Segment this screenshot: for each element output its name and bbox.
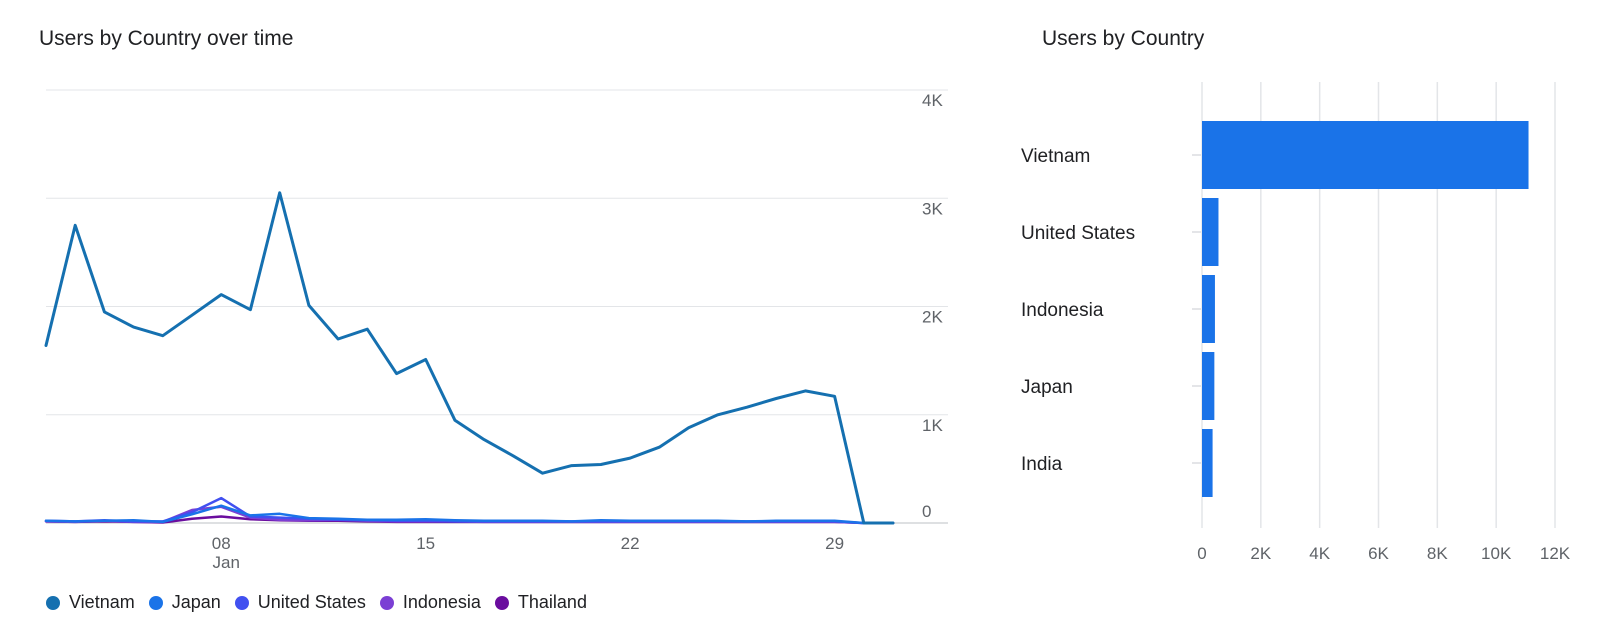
bar-indonesia[interactable] bbox=[1202, 275, 1215, 343]
y-tick-label: 0 bbox=[922, 502, 931, 521]
x-tick-label: 10K bbox=[1481, 544, 1512, 563]
legend-item-thailand[interactable]: Thailand bbox=[494, 592, 587, 613]
legend-label: Indonesia bbox=[402, 592, 481, 612]
bar-india[interactable] bbox=[1202, 429, 1213, 497]
category-label: Vietnam bbox=[1021, 146, 1090, 167]
legend-item-indonesia[interactable]: Indonesia bbox=[379, 592, 481, 613]
x-tick-label: 15 bbox=[416, 534, 435, 553]
legend-item-japan[interactable]: Japan bbox=[148, 592, 221, 613]
y-tick-label: 4K bbox=[922, 91, 943, 110]
legend-dot bbox=[148, 595, 163, 610]
y-tick-label: 2K bbox=[922, 308, 943, 327]
legend-label: United States bbox=[257, 592, 366, 612]
x-tick-label: 0 bbox=[1197, 544, 1206, 563]
x-tick-label: 6K bbox=[1368, 544, 1389, 563]
bar-vietnam[interactable] bbox=[1202, 121, 1529, 189]
legend-dot bbox=[379, 595, 394, 610]
legend-dot bbox=[234, 595, 249, 610]
line-chart-legend: Vietnam Japan United States Indonesia Thaila… bbox=[46, 592, 601, 613]
legend-label: Japan bbox=[171, 592, 221, 612]
x-tick-label: 08 bbox=[212, 534, 231, 553]
line-chart-title: Users by Country over time bbox=[39, 27, 294, 50]
legend-item-united-states[interactable]: United States bbox=[234, 592, 366, 613]
x-tick-label: 29 bbox=[825, 534, 844, 553]
y-tick-label: 1K bbox=[922, 416, 943, 435]
x-tick-label: 4K bbox=[1309, 544, 1330, 563]
x-tick-label: 12K bbox=[1540, 544, 1571, 563]
legend-label: Vietnam bbox=[69, 592, 135, 612]
legend-dot bbox=[46, 595, 60, 610]
x-tick-label: 2K bbox=[1250, 544, 1271, 563]
series-line-japan[interactable] bbox=[44, 504, 895, 525]
x-tick-sublabel: Jan bbox=[213, 553, 240, 572]
category-label: Japan bbox=[1021, 377, 1073, 398]
x-tick-label: 22 bbox=[621, 534, 640, 553]
category-label: Indonesia bbox=[1021, 300, 1104, 321]
bar-japan[interactable] bbox=[1202, 352, 1215, 420]
legend-label: Thailand bbox=[517, 592, 587, 612]
category-label: India bbox=[1021, 454, 1063, 475]
category-label: United States bbox=[1021, 223, 1135, 244]
bar-chart-title: Users by Country bbox=[1042, 27, 1205, 50]
x-tick-label: 8K bbox=[1427, 544, 1448, 563]
legend-item-vietnam[interactable]: Vietnam bbox=[46, 592, 135, 613]
y-tick-label: 3K bbox=[922, 199, 943, 218]
bar-chart: 0 2K 4K 6K 8K 10K 12K Vietnam United States Indon… bbox=[1021, 82, 1571, 563]
bar-united-states[interactable] bbox=[1202, 198, 1219, 266]
series-line-vietnam[interactable] bbox=[44, 191, 895, 525]
legend-dot bbox=[494, 595, 509, 610]
